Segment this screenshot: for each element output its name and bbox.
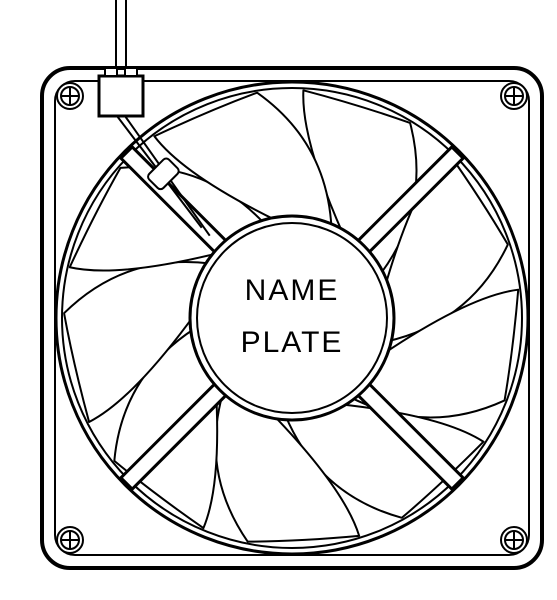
wire-connector — [99, 76, 143, 116]
hub-inner — [197, 223, 387, 413]
hub-label-line1: NAME — [245, 274, 340, 307]
connector-tab — [105, 68, 117, 76]
fan-diagram: NAME PLATE — [0, 0, 557, 600]
connector-tab — [125, 68, 137, 76]
hub-label-line2: PLATE — [241, 326, 344, 359]
